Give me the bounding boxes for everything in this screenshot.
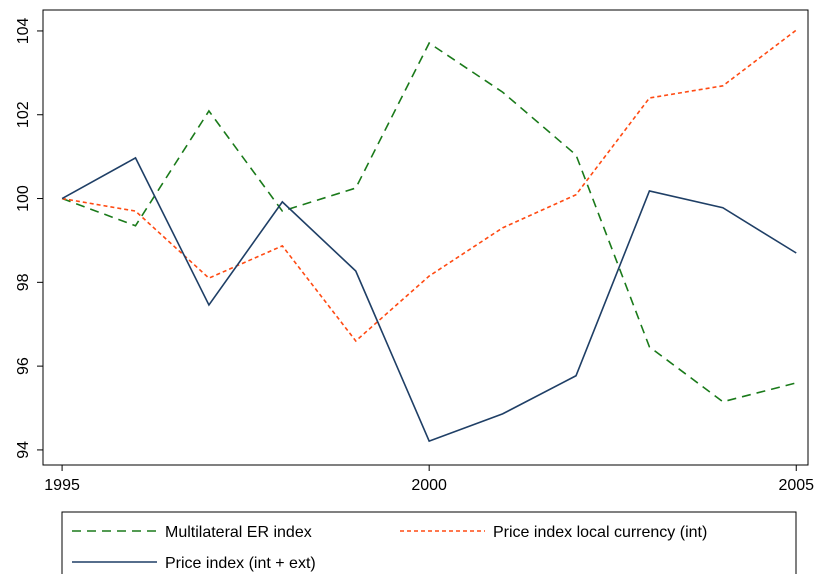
x-tick-label: 2005: [778, 477, 814, 494]
y-tick-label: 102: [15, 101, 32, 128]
legend-label: Price index (int + ext): [165, 555, 316, 572]
legend-label: Price index local currency (int): [493, 524, 707, 541]
x-tick-label: 2000: [411, 477, 447, 494]
series-line: [61, 156, 797, 443]
y-tick-label: 98: [15, 273, 32, 291]
y-tick-label: 94: [15, 441, 32, 459]
y-tick-label: 100: [15, 185, 32, 212]
legend-label: Multilateral ER index: [165, 524, 312, 541]
y-tick-label: 96: [15, 357, 32, 375]
plot-area: [42, 9, 809, 466]
x-tick-label: 1995: [44, 477, 80, 494]
y-tick-label: 104: [15, 18, 32, 45]
series-line: [61, 41, 797, 403]
legend: [61, 511, 797, 574]
